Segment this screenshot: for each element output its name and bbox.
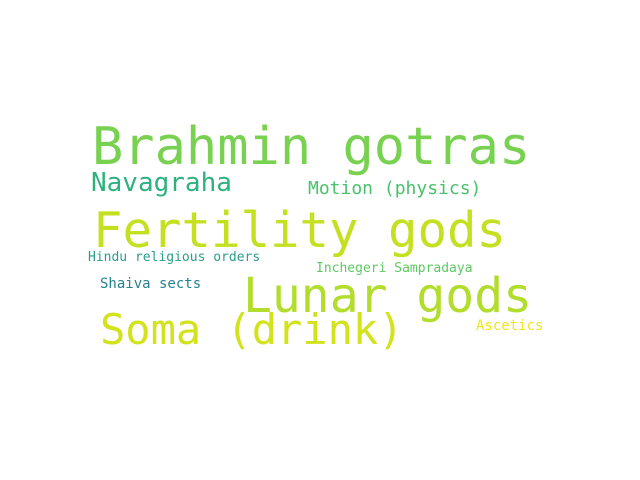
- word-ascetics: Ascetics: [476, 318, 544, 334]
- word-fertility-gods: Fertility gods: [93, 202, 507, 259]
- word-lunar-gods: Lunar gods: [243, 268, 532, 324]
- word-motion-physics: Motion (physics): [308, 178, 482, 199]
- word-inchegeri-sampradaya: Inchegeri Sampradaya: [316, 261, 473, 276]
- word-navagraha: Navagraha: [91, 168, 232, 198]
- word-brahmin-gotras: Brahmin gotras: [92, 117, 531, 177]
- word-shaiva-sects: Shaiva sects: [100, 276, 202, 292]
- word-hindu-religious-orders: Hindu religious orders: [88, 250, 261, 265]
- word-soma-drink: Soma (drink): [100, 305, 404, 354]
